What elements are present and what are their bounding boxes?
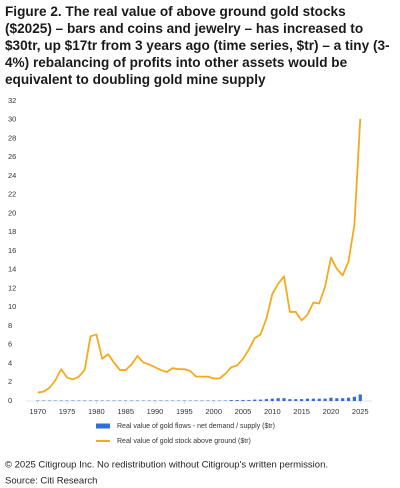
x-tick-label: 2025 [352, 407, 369, 416]
y-tick-label: 10 [8, 302, 16, 311]
x-tick-label: 1980 [88, 407, 105, 416]
legend-label: Real value of gold stock above ground ($… [117, 438, 251, 445]
bar [235, 400, 239, 401]
legend-swatch [96, 423, 110, 429]
bar [311, 398, 315, 401]
y-tick-label: 32 [8, 96, 16, 105]
chart-title: Figure 2. The real value of above ground… [5, 4, 390, 87]
y-tick-label: 26 [8, 152, 16, 161]
bar [317, 398, 321, 401]
bar [341, 398, 345, 401]
x-tick-label: 2010 [264, 407, 281, 416]
y-tick-label: 2 [8, 377, 12, 386]
bar [241, 400, 245, 401]
footnote: © 2025 Citigroup Inc. No redistribution … [5, 460, 328, 471]
x-tick-label: 2020 [323, 407, 340, 416]
bar [229, 400, 233, 401]
bar [282, 398, 286, 401]
y-tick-label: 8 [8, 321, 12, 330]
bar [288, 399, 292, 401]
y-tick-label: 4 [8, 358, 12, 367]
x-tick-label: 2005 [235, 407, 252, 416]
x-tick-label: 1990 [147, 407, 164, 416]
y-tick-label: 0 [8, 396, 12, 405]
bar [335, 398, 339, 401]
y-tick-label: 24 [8, 171, 16, 180]
bar [305, 398, 310, 401]
x-tick-label: 2015 [293, 407, 310, 416]
y-tick-label: 30 [8, 115, 16, 124]
bar [358, 394, 362, 401]
bar [264, 399, 269, 401]
y-tick-label: 20 [8, 208, 16, 217]
bar [270, 398, 274, 401]
legend-label: Real value of gold flows - net demand / … [117, 423, 275, 430]
line [37, 118, 362, 394]
bar [329, 397, 333, 401]
y-tick-label: 18 [8, 227, 16, 236]
x-tick-label: 1970 [29, 407, 46, 416]
bar [253, 399, 257, 401]
y-tick-label: 22 [8, 190, 16, 199]
x-tick-label: 1975 [59, 407, 76, 416]
y-tick-label: 6 [8, 340, 12, 349]
bar [258, 399, 263, 401]
bar [352, 396, 357, 401]
x-tick-label: 1995 [176, 407, 193, 416]
bar [294, 399, 298, 401]
bar [323, 398, 327, 401]
x-tick-label: 1985 [117, 407, 134, 416]
y-tick-label: 16 [8, 246, 16, 255]
footnote: Source: Citi Research [5, 476, 97, 487]
bar [247, 400, 251, 401]
y-tick-label: 14 [8, 265, 16, 274]
bar [276, 398, 280, 401]
y-tick-label: 12 [8, 283, 16, 292]
x-tick-label: 2000 [205, 407, 222, 416]
y-tick-label: 28 [8, 133, 16, 142]
bar [346, 397, 351, 401]
bar [300, 399, 304, 401]
